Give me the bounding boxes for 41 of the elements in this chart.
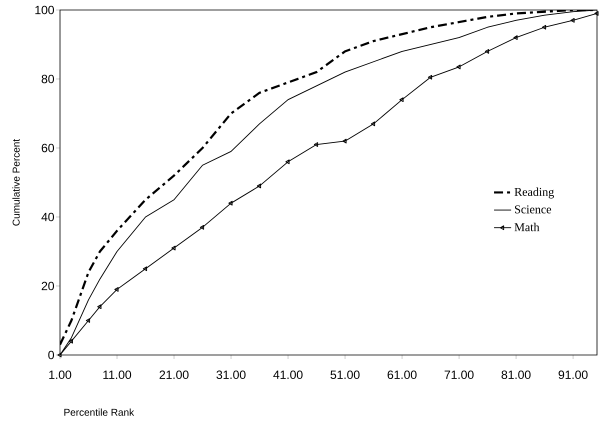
point — [399, 97, 404, 102]
x-tick-label: 41.00 — [273, 370, 303, 380]
point — [97, 304, 102, 310]
legend-label: Science — [515, 205, 552, 214]
point — [256, 184, 262, 188]
point — [428, 74, 432, 80]
x-tick-label: 81.00 — [502, 370, 531, 380]
point — [86, 318, 90, 323]
point — [200, 224, 204, 230]
x-tick-label: 71.00 — [444, 370, 474, 380]
y-tick-label: 20 — [42, 282, 54, 290]
x-tick-label: 51.00 — [330, 370, 360, 380]
point — [542, 24, 546, 30]
point — [570, 18, 575, 23]
x-tick-label: 61.00 — [388, 370, 417, 380]
point — [342, 138, 347, 144]
y-tick-label: 0 — [48, 350, 54, 360]
y-tick-label: 60 — [42, 144, 54, 152]
point — [228, 200, 233, 206]
point — [484, 49, 490, 54]
point — [513, 35, 518, 40]
point — [456, 64, 461, 70]
point — [171, 246, 176, 250]
y-tick-label: 80 — [42, 74, 54, 84]
x-tick-label: 91.00 — [558, 370, 588, 380]
x-axis-title: Percentile Rank — [64, 408, 134, 416]
point — [314, 142, 318, 147]
y-axis-title: Cumulative Percent — [12, 138, 20, 226]
x-tick-label: 31.00 — [216, 370, 246, 380]
y-tick-label: 100 — [35, 6, 54, 14]
x-tick-label: 11.00 — [103, 370, 132, 380]
point — [142, 266, 148, 272]
x-tick-label: 1.00 — [49, 370, 72, 380]
point — [285, 159, 290, 164]
point — [114, 287, 119, 292]
y-tick-label: 40 — [41, 212, 54, 222]
legend-label: Math — [514, 222, 540, 232]
point — [68, 338, 73, 344]
legend-label: Reading — [514, 188, 554, 198]
x-tick-label: 21.00 — [160, 370, 189, 380]
point — [370, 121, 376, 126]
